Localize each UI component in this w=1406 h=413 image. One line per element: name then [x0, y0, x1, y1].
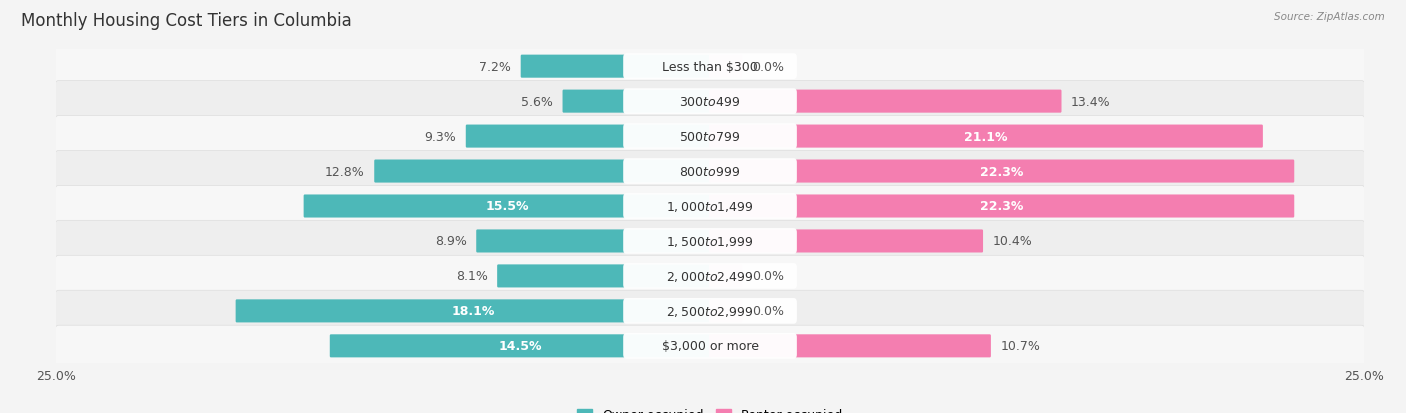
Text: Monthly Housing Cost Tiers in Columbia: Monthly Housing Cost Tiers in Columbia — [21, 12, 351, 30]
FancyBboxPatch shape — [623, 194, 797, 219]
Text: $3,000 or more: $3,000 or more — [662, 339, 758, 352]
FancyBboxPatch shape — [465, 125, 711, 148]
FancyBboxPatch shape — [55, 81, 1365, 122]
FancyBboxPatch shape — [55, 221, 1365, 262]
Text: 8.9%: 8.9% — [434, 235, 467, 248]
FancyBboxPatch shape — [623, 298, 797, 324]
FancyBboxPatch shape — [623, 263, 797, 289]
Text: $2,000 to $2,499: $2,000 to $2,499 — [666, 269, 754, 283]
FancyBboxPatch shape — [477, 230, 711, 253]
Text: 10.4%: 10.4% — [993, 235, 1032, 248]
FancyBboxPatch shape — [709, 55, 742, 78]
Text: 0.0%: 0.0% — [752, 61, 785, 74]
Text: Source: ZipAtlas.com: Source: ZipAtlas.com — [1274, 12, 1385, 22]
FancyBboxPatch shape — [709, 125, 1263, 148]
Text: $1,000 to $1,499: $1,000 to $1,499 — [666, 199, 754, 214]
Text: $300 to $499: $300 to $499 — [679, 95, 741, 108]
FancyBboxPatch shape — [304, 195, 711, 218]
Text: 15.5%: 15.5% — [485, 200, 529, 213]
FancyBboxPatch shape — [55, 116, 1365, 157]
Text: 12.8%: 12.8% — [325, 165, 364, 178]
FancyBboxPatch shape — [709, 230, 983, 253]
Text: 22.3%: 22.3% — [980, 165, 1024, 178]
FancyBboxPatch shape — [55, 186, 1365, 227]
FancyBboxPatch shape — [623, 159, 797, 185]
FancyBboxPatch shape — [709, 160, 1295, 183]
FancyBboxPatch shape — [55, 325, 1365, 367]
FancyBboxPatch shape — [562, 90, 711, 114]
FancyBboxPatch shape — [709, 195, 1295, 218]
Text: 21.1%: 21.1% — [965, 130, 1008, 143]
Text: 18.1%: 18.1% — [451, 305, 495, 318]
FancyBboxPatch shape — [623, 54, 797, 80]
FancyBboxPatch shape — [55, 46, 1365, 88]
FancyBboxPatch shape — [236, 299, 711, 323]
FancyBboxPatch shape — [55, 256, 1365, 297]
Text: 10.7%: 10.7% — [1000, 339, 1040, 352]
Text: $800 to $999: $800 to $999 — [679, 165, 741, 178]
FancyBboxPatch shape — [55, 291, 1365, 332]
FancyBboxPatch shape — [709, 265, 742, 288]
Text: $500 to $799: $500 to $799 — [679, 130, 741, 143]
Text: 22.3%: 22.3% — [980, 200, 1024, 213]
FancyBboxPatch shape — [709, 90, 1062, 114]
Text: 5.6%: 5.6% — [522, 95, 553, 108]
Text: 9.3%: 9.3% — [425, 130, 457, 143]
FancyBboxPatch shape — [623, 333, 797, 359]
FancyBboxPatch shape — [520, 55, 711, 78]
FancyBboxPatch shape — [498, 265, 711, 288]
FancyBboxPatch shape — [330, 335, 711, 358]
FancyBboxPatch shape — [374, 160, 711, 183]
FancyBboxPatch shape — [55, 151, 1365, 192]
FancyBboxPatch shape — [709, 299, 742, 323]
FancyBboxPatch shape — [623, 89, 797, 115]
Text: 0.0%: 0.0% — [752, 305, 785, 318]
Legend: Owner-occupied, Renter-occupied: Owner-occupied, Renter-occupied — [572, 404, 848, 413]
Text: 8.1%: 8.1% — [456, 270, 488, 283]
Text: 7.2%: 7.2% — [479, 61, 512, 74]
Text: $2,500 to $2,999: $2,500 to $2,999 — [666, 304, 754, 318]
FancyBboxPatch shape — [623, 124, 797, 150]
Text: Less than $300: Less than $300 — [662, 61, 758, 74]
Text: 0.0%: 0.0% — [752, 270, 785, 283]
FancyBboxPatch shape — [709, 335, 991, 358]
FancyBboxPatch shape — [623, 228, 797, 254]
Text: $1,500 to $1,999: $1,500 to $1,999 — [666, 235, 754, 248]
Text: 13.4%: 13.4% — [1071, 95, 1111, 108]
Text: 14.5%: 14.5% — [499, 339, 543, 352]
